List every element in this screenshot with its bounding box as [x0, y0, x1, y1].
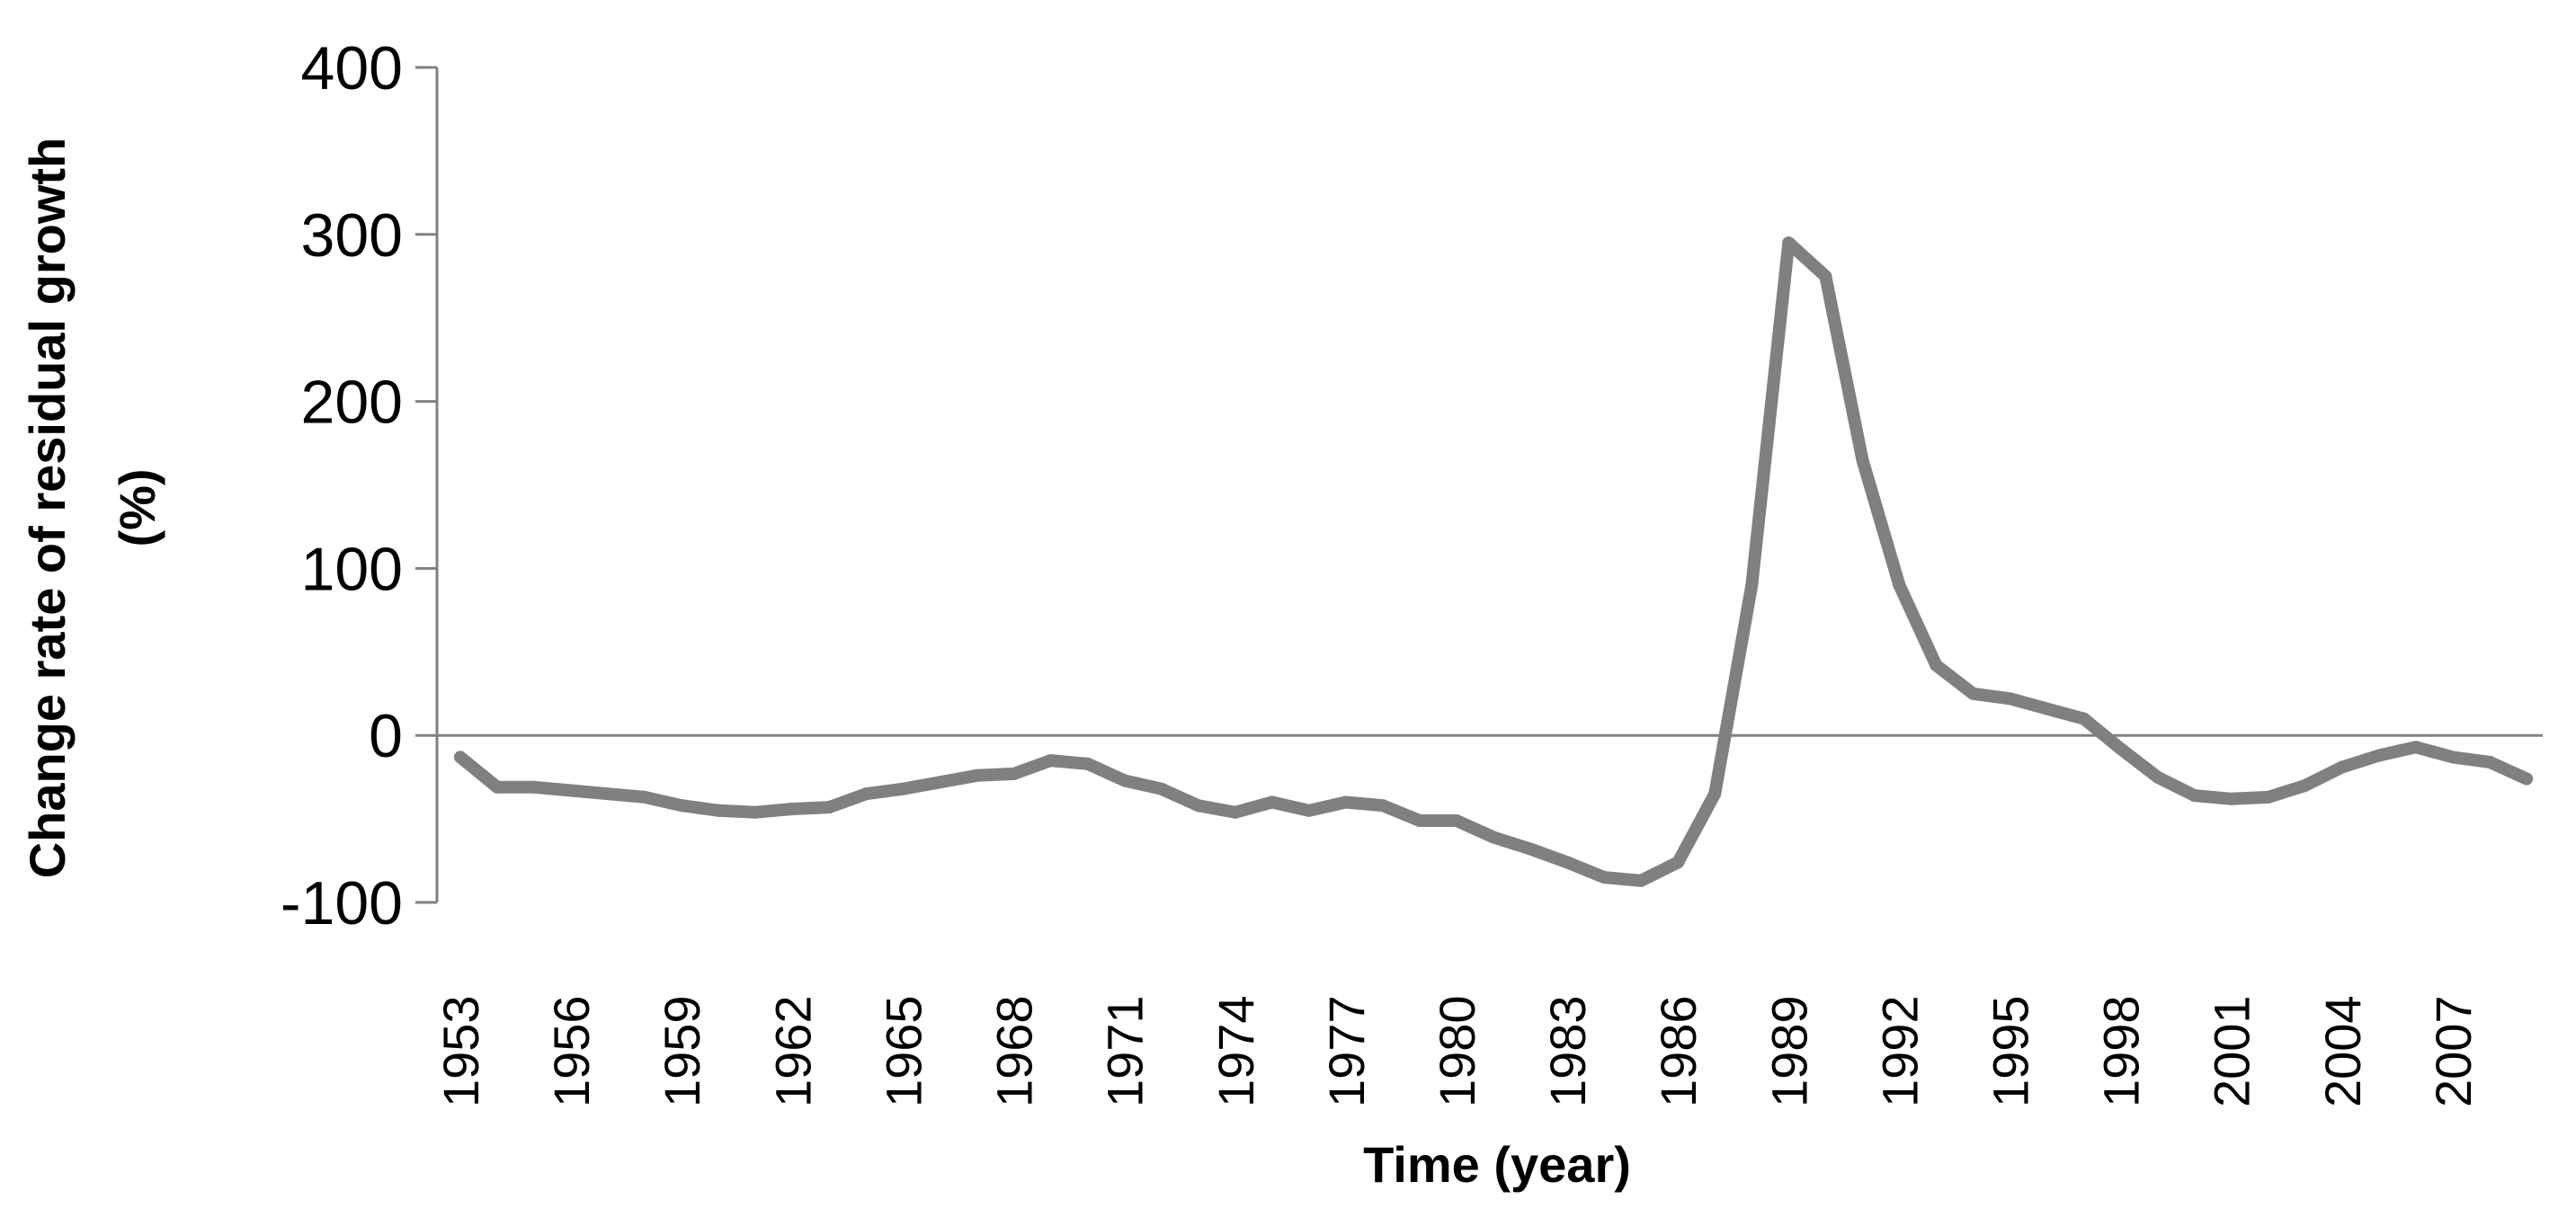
x-tick-label: 1968	[986, 995, 1043, 1107]
data-point	[1191, 799, 1205, 813]
data-point	[675, 799, 689, 813]
data-point	[1007, 767, 1021, 780]
data-point	[2040, 702, 2054, 715]
x-tick-label: 1956	[543, 995, 600, 1107]
y-axis-title: Change rate of residual growth (%)	[19, 138, 165, 879]
y-axis-title-line-1: Change rate of residual growth	[19, 138, 76, 879]
data-point	[1708, 787, 1722, 801]
data-point	[1819, 270, 1832, 283]
data-point	[1930, 659, 1943, 672]
data-point	[2483, 755, 2496, 768]
x-tick-label: 1992	[1871, 995, 1928, 1107]
y-tick-label: 300	[301, 201, 403, 270]
data-point	[1081, 757, 1094, 770]
x-tick-label: 1986	[1650, 995, 1707, 1107]
data-point	[1413, 814, 1426, 827]
series-line	[454, 236, 2533, 887]
x-tick-label: 1959	[654, 995, 710, 1107]
data-point	[1044, 754, 1057, 768]
y-axis: 400 300 200 100 0 -100	[281, 34, 439, 937]
data-point	[1450, 814, 1463, 827]
data-point	[1966, 687, 1980, 700]
data-point	[638, 790, 652, 804]
x-tick-label: 1971	[1097, 995, 1154, 1107]
data-point	[2298, 778, 2312, 792]
data-point	[860, 787, 873, 801]
data-point	[2151, 770, 2164, 784]
data-point	[1339, 795, 1352, 809]
data-point	[1745, 579, 1759, 591]
y-axis-title-line-2: (%)	[109, 468, 165, 546]
data-point	[896, 782, 910, 795]
data-point	[2224, 792, 2238, 805]
data-point	[454, 751, 467, 764]
data-point	[933, 776, 947, 789]
x-tick-label: 1953	[432, 995, 489, 1107]
y-tick-label: 0	[369, 702, 403, 770]
y-tick-label: 400	[301, 34, 403, 102]
data-point	[1154, 782, 1168, 795]
data-point	[1302, 804, 1315, 817]
data-point	[1265, 795, 1279, 809]
data-point	[1524, 842, 1537, 856]
x-tick-label: 1974	[1208, 995, 1264, 1107]
data-point	[786, 803, 799, 815]
data-point	[1782, 236, 1796, 250]
data-point	[712, 804, 726, 817]
data-point	[2446, 751, 2459, 764]
data-point	[2077, 712, 2090, 725]
data-point	[2372, 749, 2385, 762]
data-point	[1893, 579, 1906, 591]
y-tick-label: 100	[301, 535, 403, 603]
x-tick-label: 2001	[2204, 995, 2260, 1107]
data-point	[1487, 831, 1500, 844]
data-point	[2003, 692, 2017, 706]
x-axis-title: Time (year)	[1363, 1136, 1631, 1193]
data-point	[1228, 805, 1242, 819]
x-tick-label: 1980	[1429, 995, 1485, 1107]
data-point	[1561, 856, 1574, 869]
x-tick-label: 1962	[764, 995, 821, 1107]
x-tick-label: 1995	[1983, 995, 2039, 1107]
data-series-line	[454, 236, 2533, 887]
x-tick-label: 2007	[2425, 995, 2482, 1107]
data-point	[1598, 871, 1611, 884]
y-tick-label: -100	[281, 869, 403, 937]
data-point	[2188, 789, 2201, 803]
y-tick-label: 200	[301, 369, 403, 437]
data-point	[565, 784, 578, 797]
x-tick-label: 1998	[2093, 995, 2150, 1107]
data-point	[1856, 453, 1869, 466]
data-point	[749, 805, 762, 819]
data-point	[1376, 799, 1389, 813]
x-tick-label: 1977	[1318, 995, 1375, 1107]
data-point	[1671, 856, 1685, 869]
data-point	[528, 780, 541, 794]
x-tick-label: 1983	[1539, 995, 1596, 1107]
data-point	[491, 780, 504, 794]
data-point	[1635, 874, 1648, 887]
data-point	[823, 801, 836, 814]
data-point	[970, 768, 984, 782]
data-point	[2409, 741, 2422, 754]
x-tick-label: 1989	[1760, 995, 1817, 1107]
x-axis-ticks: 1953 1956 1959 1962 1965 1968 1971 1974 1977 1980…	[432, 995, 2482, 1107]
data-point	[2261, 790, 2275, 804]
data-point	[1118, 774, 1131, 787]
data-point	[2335, 760, 2349, 774]
x-tick-label: 1965	[875, 995, 931, 1107]
data-point	[2520, 772, 2533, 786]
data-point	[602, 787, 615, 801]
data-point	[2114, 742, 2127, 756]
x-tick-label: 2004	[2314, 995, 2371, 1107]
